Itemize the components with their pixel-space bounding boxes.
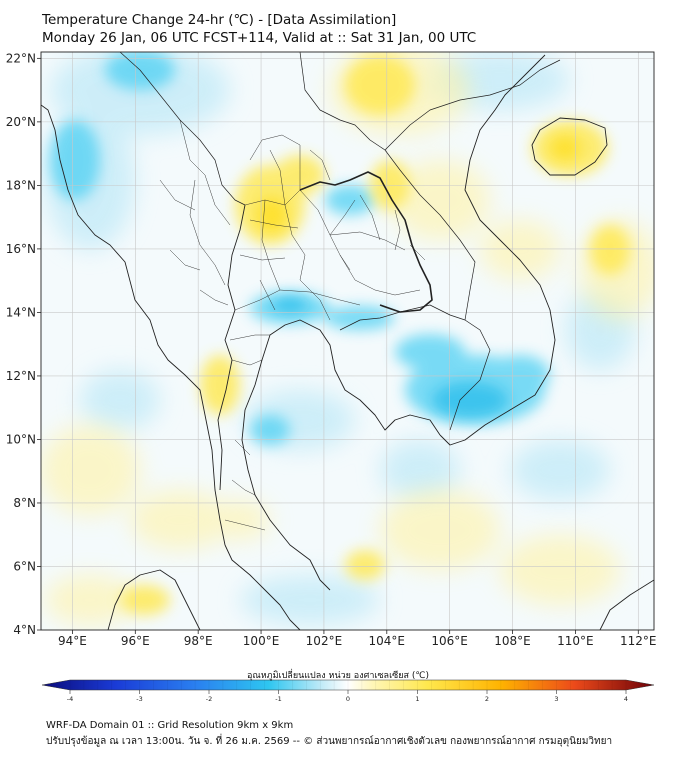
footer-model-info: WRF-DA Domain 01 :: Grid Resolution 9km …: [46, 720, 294, 731]
lat-tick-label: 10°N: [6, 432, 36, 446]
colorbar-tick-label: 2: [485, 695, 489, 703]
lat-tick-label: 4°N: [13, 623, 36, 637]
colorbar-tick-label: -4: [67, 695, 73, 703]
colorbar-tick-label: 0: [346, 695, 350, 703]
cambodia-border: [339, 304, 491, 431]
sumatra-coast: [107, 569, 201, 630]
map-borders: [41, 52, 654, 630]
lon-tick-label: 112°E: [620, 634, 657, 648]
lon-tick-label: 108°E: [494, 634, 531, 648]
lon-tick-label: 110°E: [557, 634, 594, 648]
vietnam-coast: [439, 54, 556, 446]
graticule: [41, 52, 654, 630]
map-title: Temperature Change 24-hr (℃) - [Data Ass…: [42, 12, 397, 28]
lon-tick-label: 96°E: [121, 634, 150, 648]
gulf-coast: [241, 319, 441, 591]
plot-frame: [40, 51, 655, 631]
china-border: [299, 52, 561, 151]
lon-tick-label: 106°E: [431, 634, 468, 648]
hainan-island: [531, 117, 608, 176]
myanmar-state-lines: [159, 119, 231, 306]
laos-vietnam-border: [384, 149, 476, 321]
axis-ticks: 94°E 96°E 98°E 100°E 102°E 104°E 106°E 108°E 110…: [6, 51, 657, 648]
myanmar-west-coast: [41, 104, 226, 546]
lon-tick-label: 98°E: [184, 634, 213, 648]
colorbar-tick-label: -2: [206, 695, 212, 703]
lat-tick-label: 16°N: [6, 242, 36, 256]
colorbar-ticks: -4 -3 -2 -1 0 1 2 3 4: [67, 680, 628, 703]
lat-tick-label: 12°N: [6, 369, 36, 383]
borneo-coast: [599, 579, 654, 630]
lat-tick-label: 22°N: [6, 51, 36, 65]
myanmar-north-border: [119, 52, 246, 206]
province-lines: [224, 134, 426, 531]
lon-tick-label: 100°E: [243, 634, 280, 648]
lon-tick-label: 104°E: [369, 634, 406, 648]
map-subtitle: Monday 26 Jan, 06 UTC FCST+114, Valid at…: [42, 30, 477, 46]
malay-peninsula: [224, 544, 301, 630]
temperature-field: [41, 52, 654, 630]
lon-tick-label: 94°E: [58, 634, 87, 648]
lat-tick-label: 18°N: [6, 178, 36, 192]
lon-tick-label: 102°E: [306, 634, 343, 648]
colorbar-tick-label: 1: [415, 695, 419, 703]
lat-tick-label: 14°N: [6, 305, 36, 319]
colorbar-tick-label: 4: [624, 695, 628, 703]
footer-credit: ปรับปรุงข้อมูล ณ เวลา 13:00น. วัน จ. ที่…: [46, 736, 613, 747]
lat-tick-label: 20°N: [6, 115, 36, 129]
colorbar-tick-label: 3: [554, 695, 558, 703]
lat-tick-label: 6°N: [13, 559, 36, 573]
colorbar-label: อุณหภูมิเปลี่ยนแปลง หน่วย องศาเซลเซียส (…: [246, 671, 430, 681]
thai-myanmar-border: [217, 204, 246, 491]
lat-tick-label: 8°N: [13, 496, 36, 510]
colorbar-tick-label: -1: [275, 695, 281, 703]
colorbar-tick-label: -3: [136, 695, 142, 703]
